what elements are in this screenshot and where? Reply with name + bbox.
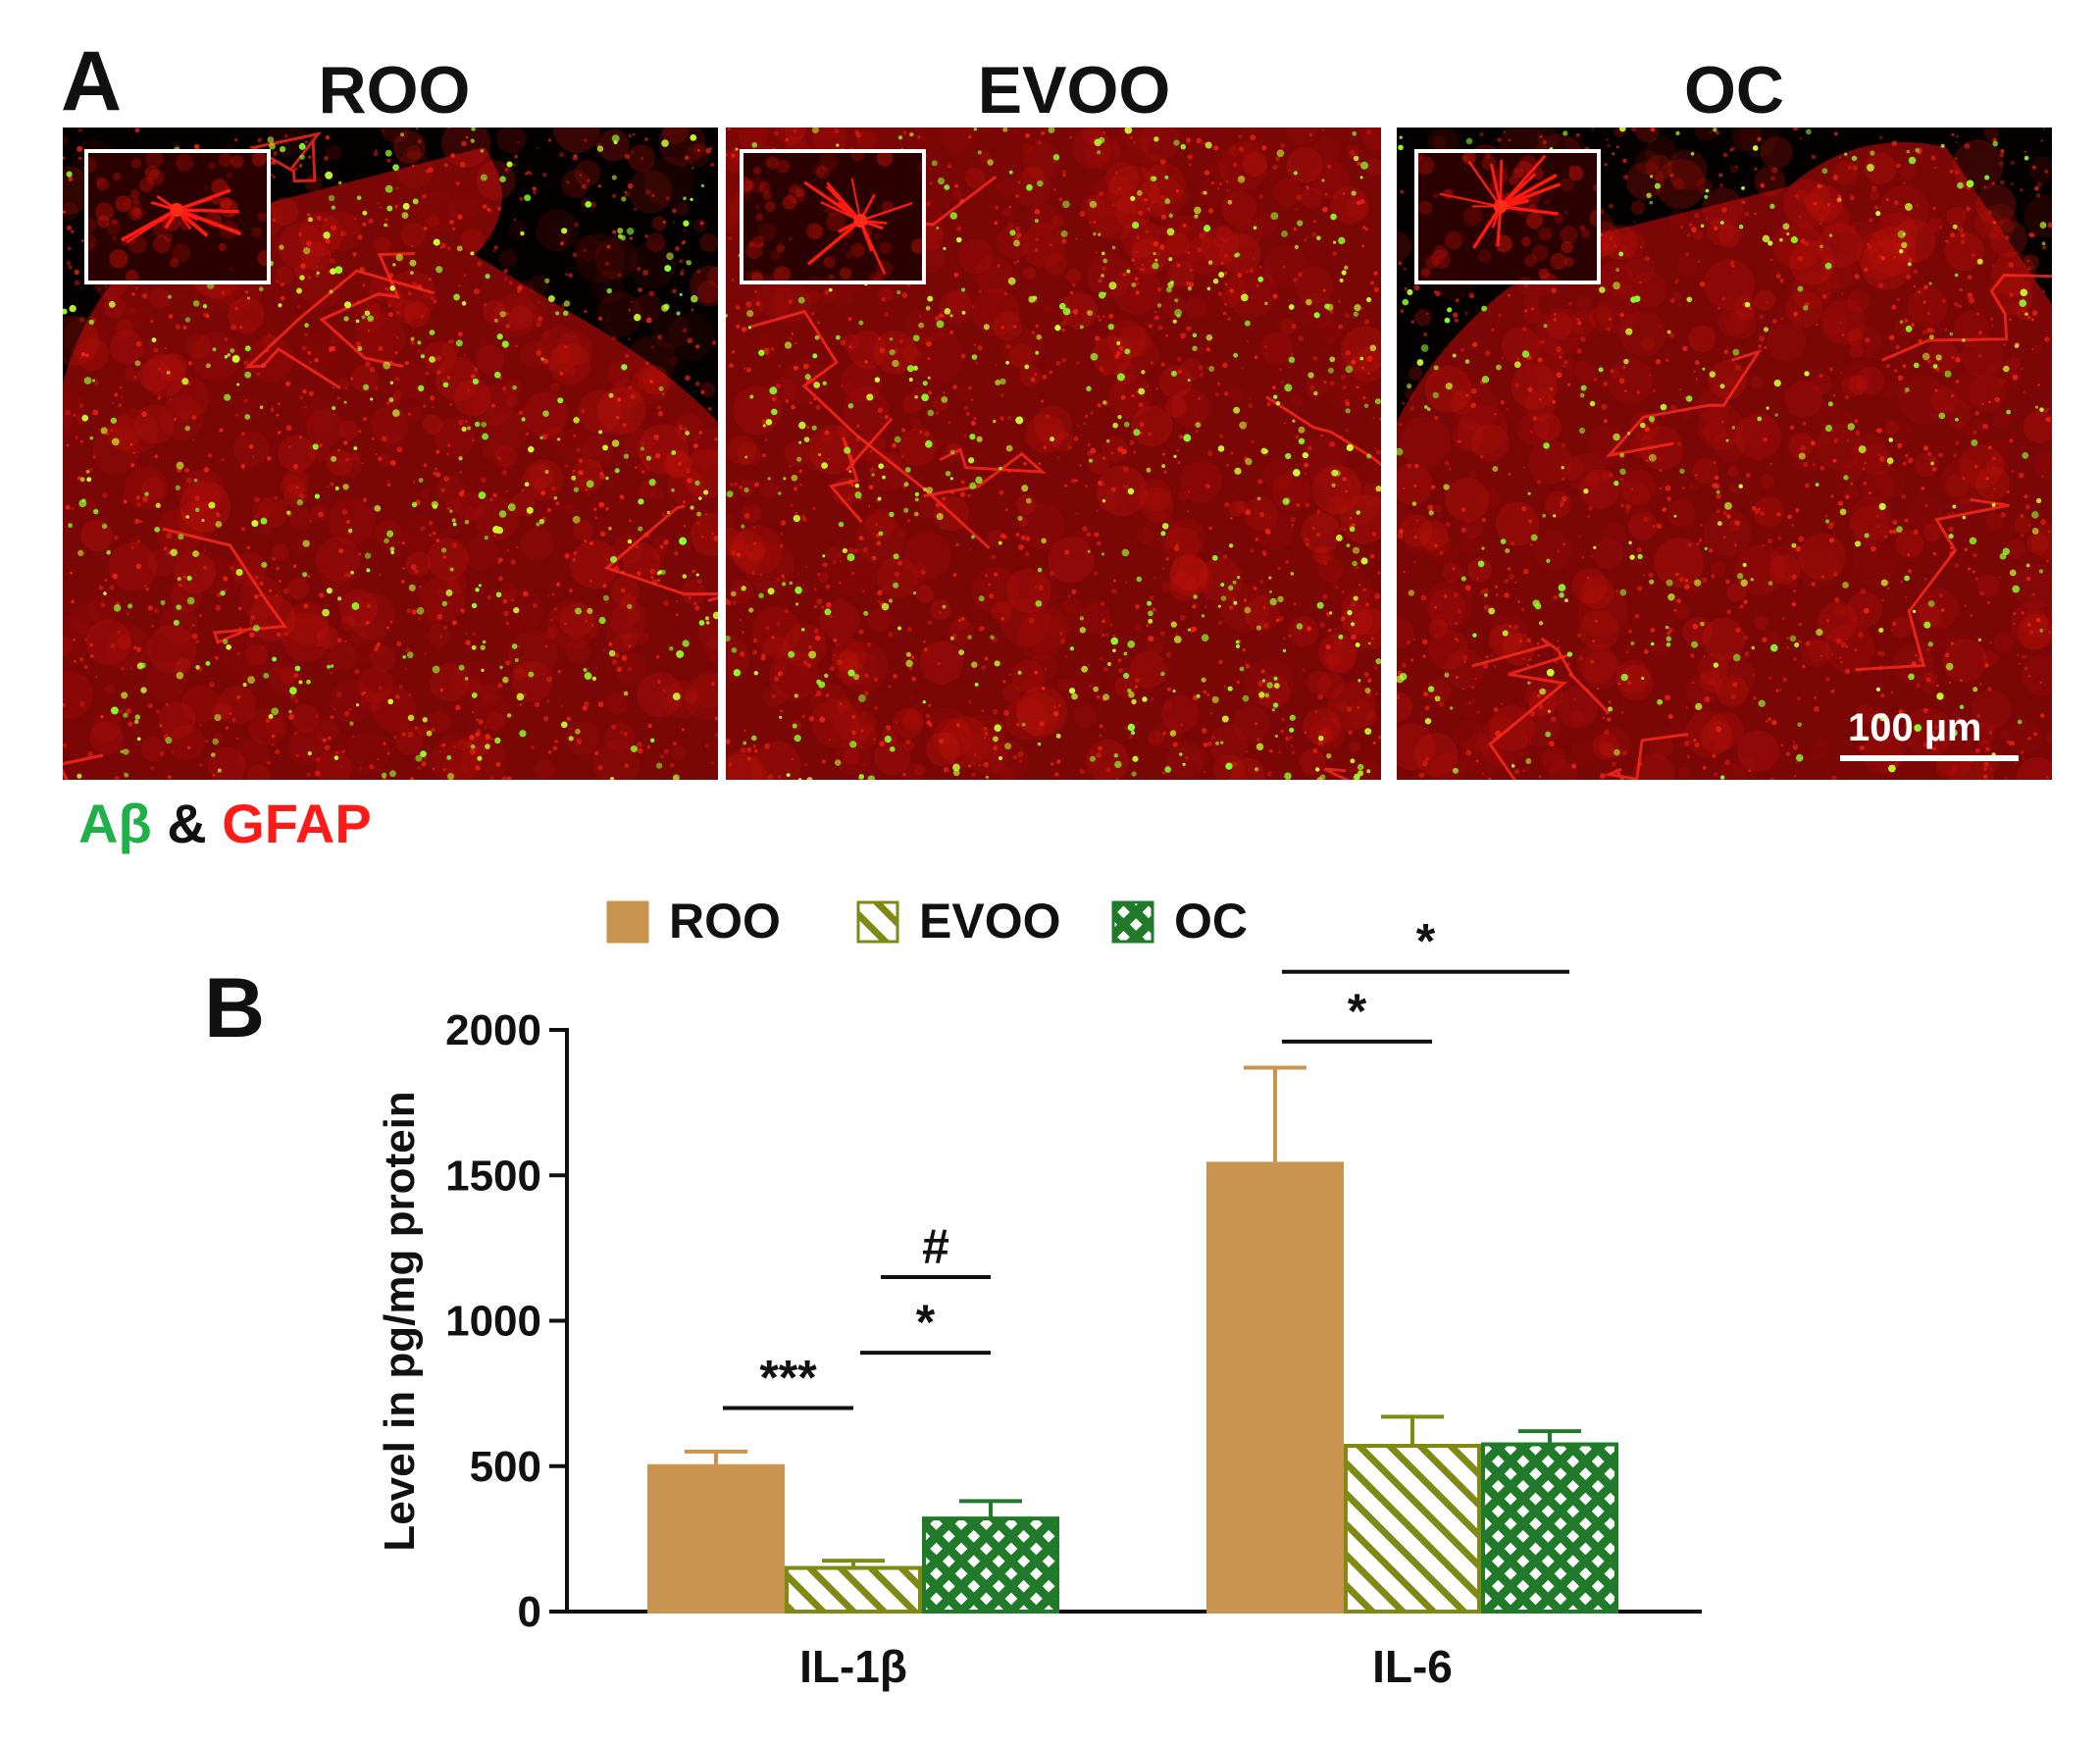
y-tick-label: 2000 [445,1006,541,1054]
inset-roo [84,149,271,284]
image-title-oc: OC [1684,53,1784,128]
legend-swatch-evoo [856,900,899,944]
stain-abeta-label: Aβ [78,793,152,854]
x-category-label: IL-6 [1372,1641,1453,1692]
micrograph-roo [63,128,718,780]
inset-oc [1414,149,1601,284]
micrograph-evoo [726,128,1381,780]
significance-label-3: * [1348,984,1367,1039]
legend-label-roo: ROO [669,894,781,948]
bar-oc-0 [922,1516,1059,1614]
legend-swatch-roo [606,900,649,944]
y-tick-label: 0 [518,1588,541,1636]
significance-label-2: # [922,1219,949,1274]
significance-label-0: *** [759,1350,817,1405]
scale-bar-label: 100 µm [1848,706,1982,749]
bar-roo-0 [647,1463,785,1614]
y-tick-label: 500 [470,1443,541,1491]
panel-b-letter: B [204,961,266,1055]
bar-evoo-1 [1344,1443,1481,1614]
image-title-evoo: EVOO [977,53,1171,128]
bar-evoo-0 [785,1565,922,1615]
stain-ampersand: & [167,793,207,854]
legend-swatch-oc [1111,900,1154,944]
image-title-roo: ROO [318,53,471,128]
y-tick-label: 1500 [445,1152,541,1200]
y-axis-label: Level in pg/mg protein [376,1091,424,1551]
bar-oc-1 [1481,1442,1618,1614]
legend-label-oc: OC [1174,894,1248,948]
significance-label-1: * [916,1295,936,1350]
micrograph-oc: 100 µm [1397,128,2052,780]
inset-evoo [740,149,926,284]
panel-a-letter: A [61,34,123,128]
bar-roo-1 [1206,1161,1344,1614]
significance-label-4: * [1416,914,1436,969]
stain-gfap-label: GFAP [222,793,372,854]
legend-label-evoo: EVOO [919,894,1060,948]
scale-bar [1840,755,2019,761]
x-category-label: IL-1β [799,1641,907,1692]
stain-caption: Aβ & GFAP [78,796,372,851]
y-tick-label: 1000 [445,1298,541,1346]
